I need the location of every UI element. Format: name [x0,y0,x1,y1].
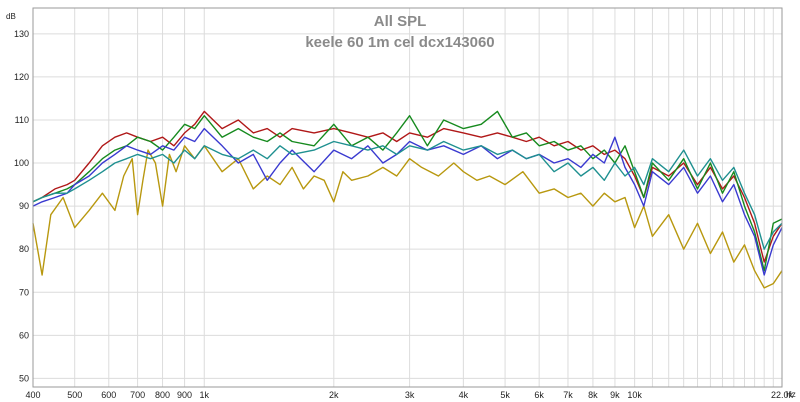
chart-title: All SPL [374,13,427,30]
x-tick-label: 400 [25,390,40,400]
chart-subtitle: keele 60 1m cel dcx143060 [305,34,494,51]
x-tick-label: 8k [588,390,598,400]
y-tick-label: 80 [19,244,29,254]
grid-lines [32,8,783,387]
x-tick-label: 3k [405,390,415,400]
x-tick-label: 900 [177,390,192,400]
x-tick-label: 500 [67,390,82,400]
x-tick-label: 600 [101,390,116,400]
x-tick-label: 9k [610,390,620,400]
x-tick-label: 800 [155,390,170,400]
x-tick-label: 4k [459,390,469,400]
series-line [32,145,783,289]
x-tick-label: 2k [329,390,339,400]
y-tick-label: 50 [19,373,29,383]
y-tick-label: 100 [14,158,29,168]
x-axis-unit: Hz [786,390,796,399]
y-tick-label: 120 [14,72,29,82]
x-tick-label: 7k [563,390,573,400]
x-tick-labels: 400 500 600 700 800 900 1k 2k 3k 4k 5k 6k 7k 8k 9k 10k 2… [25,390,793,400]
x-tick-label: 1k [200,390,210,400]
x-tick-label: 5k [500,390,510,400]
plot-frame [32,7,783,388]
series-line [32,127,783,276]
x-tick-label: 10k [627,390,642,400]
x-tick-label: 700 [130,390,145,400]
x-tick-label: 6k [534,390,544,400]
series-line [32,140,783,250]
y-tick-labels: 50 60 70 80 90 100 110 120 130 [14,29,29,384]
x-tick-label: 22.0k [771,390,794,400]
series-group [32,110,783,289]
y-tick-label: 130 [14,29,29,39]
y-tick-label: 110 [15,115,29,125]
y-tick-label: 60 [19,330,29,340]
y-tick-label: 90 [19,201,29,211]
y-axis-unit: dB [6,12,16,21]
series-line [32,110,783,272]
y-tick-label: 70 [19,287,29,297]
